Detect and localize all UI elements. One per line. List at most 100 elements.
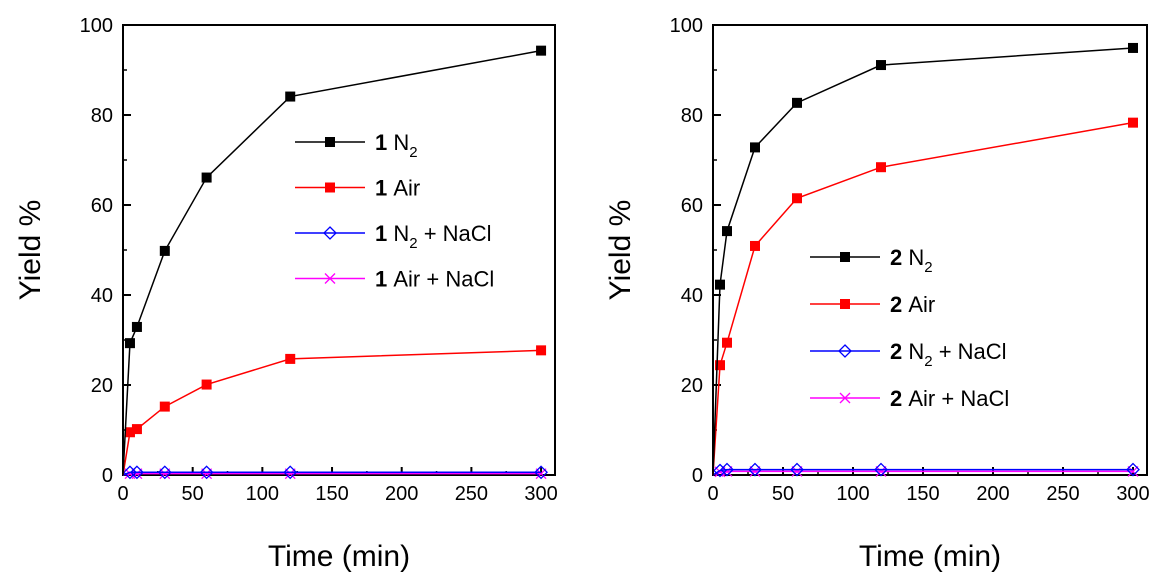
legend-marker	[325, 182, 335, 193]
legend-name: N	[393, 221, 409, 246]
data-point	[713, 463, 727, 478]
data-point	[750, 240, 760, 251]
x-tick-label: 150	[315, 483, 348, 505]
x-tick-label: 250	[1046, 483, 1079, 505]
y-tick-label: 60	[681, 195, 703, 217]
legend-suffix: + NaCl	[418, 221, 492, 246]
data-point	[875, 465, 887, 477]
legend-marker	[323, 226, 337, 240]
data-point	[130, 465, 144, 480]
y-tick-label: 80	[681, 105, 703, 127]
marker-stroke	[839, 392, 851, 404]
marker-stroke	[791, 465, 803, 477]
x-tick-label: 50	[182, 483, 204, 505]
data-point	[199, 465, 214, 480]
series-2	[712, 462, 1140, 478]
y-tick-label: 20	[681, 375, 703, 397]
series-line	[712, 468, 1133, 476]
data-point	[790, 462, 804, 477]
data-point	[131, 424, 142, 435]
data-point	[124, 338, 135, 349]
data-point	[874, 462, 888, 477]
marker-stroke	[324, 273, 336, 284]
x-tick-label: 0	[707, 483, 718, 505]
legend-label: 1 Air	[375, 176, 420, 201]
series-1	[712, 465, 1139, 478]
legend-item: 2 N2 + NaCl	[810, 339, 1007, 370]
series-2	[122, 465, 548, 480]
legend-name: Air + NaCl	[393, 267, 494, 292]
legend-item: 2 Air	[810, 292, 935, 317]
marker-stroke	[749, 465, 761, 477]
data-point	[285, 91, 296, 102]
x-tick-label: 50	[772, 483, 794, 505]
marker-stroke	[875, 465, 887, 477]
x-tick-label: 300	[1116, 483, 1149, 505]
data-point	[722, 226, 732, 237]
data-point	[791, 465, 803, 477]
legend-marker	[325, 137, 335, 147]
legend-label: 1 N2 + NaCl	[375, 221, 492, 252]
series-3	[712, 117, 1138, 476]
y-tick-label: 40	[91, 285, 113, 307]
data-point	[720, 462, 734, 477]
legend-name: N	[908, 339, 924, 364]
x-axis-label: Time (min)	[268, 540, 410, 573]
data-point	[715, 360, 725, 371]
data-point	[876, 162, 886, 173]
data-point	[283, 465, 298, 480]
data-point	[1128, 117, 1138, 128]
y-tick-label: 0	[102, 465, 113, 487]
legend-id: 1	[375, 176, 393, 201]
data-point	[792, 97, 802, 108]
legend-item: 2 N2	[810, 245, 933, 276]
legend-id: 1	[375, 267, 393, 292]
y-axis-label: Yield %	[604, 200, 637, 301]
y-tick-label: 40	[681, 285, 703, 307]
data-point	[536, 345, 547, 356]
data-point	[157, 465, 172, 480]
chart-1: 0 50 100 150 200 250 300 0 20 40 60 80 100 Time (min)…	[14, 15, 558, 573]
x-axis-label: Time (min)	[859, 540, 1001, 573]
data-point	[1128, 42, 1138, 53]
legend-item: 1 N2	[295, 130, 418, 161]
y-tick-label: 60	[91, 195, 113, 217]
x-tick-label: 250	[455, 483, 488, 505]
data-point	[159, 245, 170, 256]
chart-2: 0 50 100 150 200 250 300 0 20 40 60 80 100 Time (min)…	[604, 15, 1150, 573]
legend-label: 2 N2 + NaCl	[890, 339, 1007, 370]
series-line	[122, 349, 542, 476]
x-tick-label: 200	[976, 483, 1009, 505]
legend-label: 1 Air + NaCl	[375, 267, 494, 292]
series-3	[122, 345, 547, 476]
data-point	[159, 401, 170, 412]
legend-id: 1	[375, 221, 393, 246]
marker-stroke	[1127, 465, 1139, 477]
data-point	[1127, 465, 1139, 477]
series-4	[712, 42, 1138, 476]
x-tick-label: 100	[246, 483, 279, 505]
data-point	[123, 465, 137, 480]
data-point	[748, 462, 762, 477]
legend-name: Air + NaCl	[908, 386, 1009, 411]
legend-item: 1 Air	[295, 176, 420, 201]
legend-name: N	[908, 245, 924, 270]
legend-label: 2 Air	[890, 292, 935, 317]
data-point	[792, 193, 802, 204]
series-line	[122, 471, 542, 476]
data-point	[715, 279, 725, 290]
legend-suffix: + NaCl	[933, 339, 1007, 364]
x-tick-label: 200	[385, 483, 418, 505]
data-point	[536, 45, 547, 56]
data-point	[201, 172, 212, 183]
data-point	[876, 60, 886, 71]
data-point	[1126, 462, 1140, 477]
legend-item: 1 N2 + NaCl	[295, 221, 492, 252]
legend-marker	[839, 392, 851, 404]
data-point	[285, 353, 296, 364]
legend-name: Air	[393, 176, 420, 201]
legend-label: 2 Air + NaCl	[890, 386, 1009, 411]
data-point	[124, 427, 135, 438]
legend-subscript: 2	[409, 235, 417, 252]
plot-frame	[122, 24, 556, 476]
